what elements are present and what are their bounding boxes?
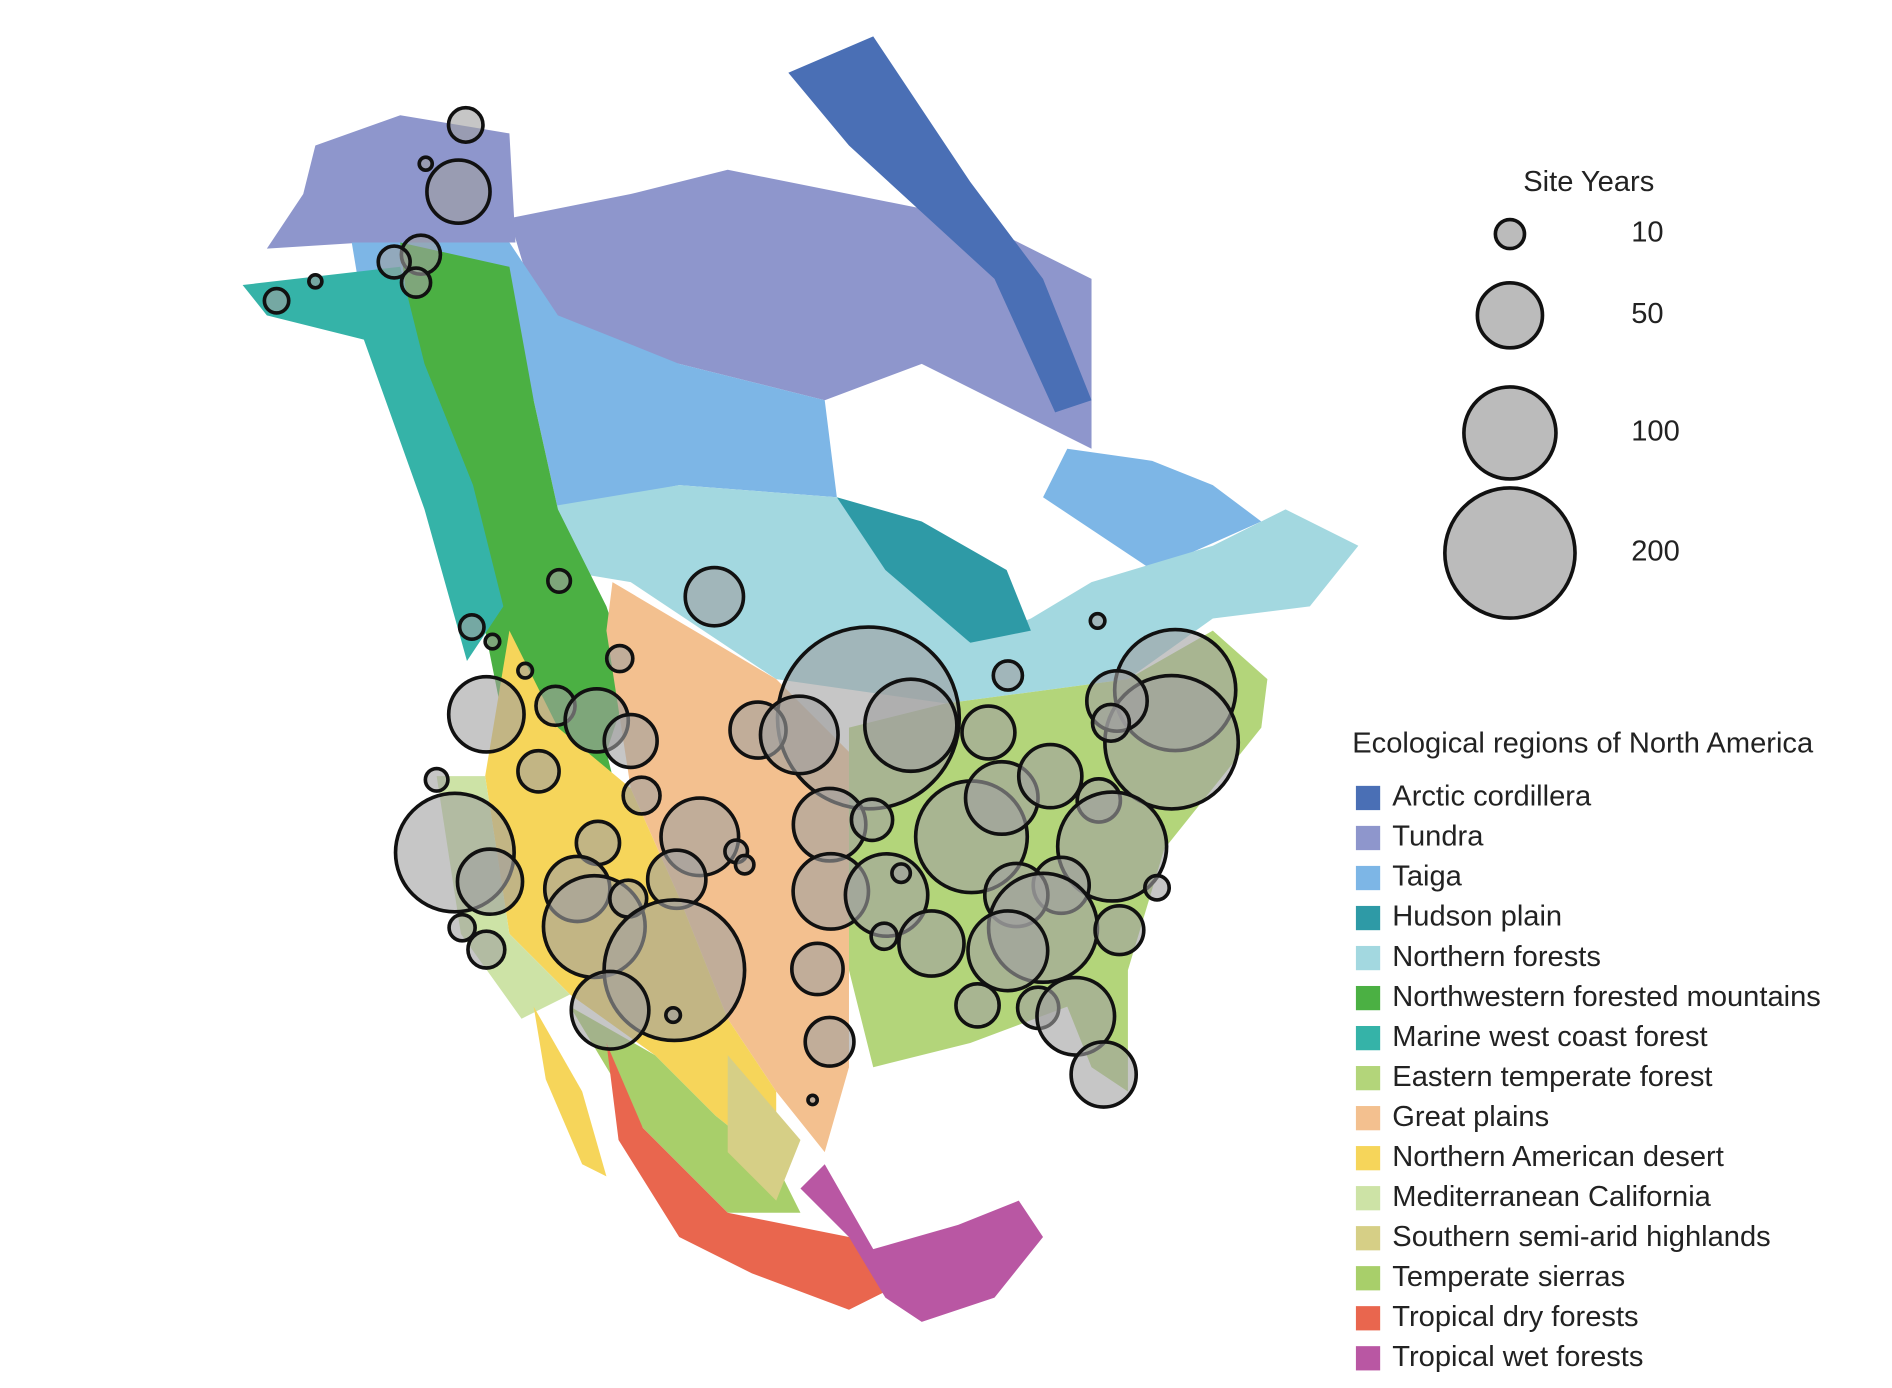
legend-swatch <box>1355 1146 1381 1171</box>
region <box>727 1055 801 1201</box>
size-legend-circle <box>1443 486 1577 620</box>
site-bubble <box>790 941 845 997</box>
region <box>509 169 1092 449</box>
site-bubble <box>569 969 651 1051</box>
site-bubble <box>447 912 477 943</box>
legend-swatch <box>1355 825 1381 851</box>
site-bubble <box>1090 702 1132 744</box>
legend-swatch <box>1355 905 1381 931</box>
region <box>788 36 1092 413</box>
site-bubble <box>516 748 561 794</box>
site-bubble <box>683 565 746 628</box>
site-bubble <box>897 909 966 978</box>
site-bubble <box>664 1005 683 1025</box>
legend-label: Eastern temperate forest <box>1392 1061 1712 1093</box>
site-bubble <box>803 1015 856 1068</box>
size-legend-label: 50 <box>1631 298 1663 330</box>
legend-swatch <box>1355 1306 1381 1331</box>
site-layer <box>262 105 1241 1109</box>
site-bubble <box>455 847 525 917</box>
site-bubble <box>1143 873 1172 902</box>
legend-label: Marine west coast forest <box>1392 1021 1707 1053</box>
legend-label: Southern semi-arid highlands <box>1392 1221 1770 1253</box>
site-bubble <box>457 612 486 641</box>
site-bubble <box>376 244 412 280</box>
site-bubble <box>869 921 899 952</box>
region-legend-title: Ecological regions of North America <box>1352 727 1814 759</box>
site-bubble <box>483 632 502 651</box>
region <box>400 242 680 946</box>
site-bubble <box>849 797 895 843</box>
legend-label: Northern forests <box>1392 941 1601 973</box>
size-legend-circle <box>1462 385 1558 481</box>
site-bubble <box>758 694 840 776</box>
site-bubble <box>446 674 526 754</box>
site-bubble <box>862 677 959 774</box>
site-bubble <box>1088 611 1107 631</box>
legend-label: Tundra <box>1392 821 1484 853</box>
legend-label: Arctic cordillera <box>1392 781 1592 813</box>
size-legend-title: Site Years <box>1523 166 1654 198</box>
legend-swatch <box>1355 1266 1381 1291</box>
legend-swatch <box>1355 1226 1381 1251</box>
legend-swatch <box>1355 1025 1381 1051</box>
site-bubble <box>546 567 573 595</box>
size-legend-label: 200 <box>1631 536 1680 568</box>
site-bubble <box>446 105 485 144</box>
site-bubble <box>991 659 1025 692</box>
legend-swatch <box>1355 985 1381 1011</box>
hudson-bay <box>836 375 1031 534</box>
site-bubble <box>399 266 433 299</box>
site-bubble <box>1093 904 1146 957</box>
legend-swatch <box>1355 1346 1381 1371</box>
region <box>836 497 1031 643</box>
legend: 10 50 100 200 Arctic cordillera Tundra Taiga Hu… <box>1355 217 1821 1373</box>
legend-label: Northern American desert <box>1392 1141 1724 1173</box>
legend-label: Mediterranean California <box>1392 1181 1711 1213</box>
region <box>606 1042 898 1310</box>
legend-swatch <box>1355 1186 1381 1211</box>
legend-label: Tropical wet forests <box>1392 1341 1643 1373</box>
site-bubble <box>954 981 1001 1029</box>
site-bubble <box>1016 742 1084 810</box>
site-bubble <box>602 712 659 770</box>
site-bubble <box>733 853 756 876</box>
size-legend-circle <box>1475 280 1545 350</box>
site-bubble <box>425 158 492 225</box>
site-bubble <box>516 661 535 680</box>
site-bubble <box>262 286 291 315</box>
legend-label: Temperate sierras <box>1392 1261 1625 1293</box>
legend-swatch <box>1355 945 1381 971</box>
site-bubble <box>466 929 507 970</box>
size-legend-circle <box>1493 217 1527 251</box>
legend-label: Great plains <box>1392 1101 1549 1133</box>
legend-label: Northwestern forested mountains <box>1392 981 1821 1013</box>
legend-swatch <box>1355 785 1381 811</box>
legend-swatch <box>1355 1106 1381 1131</box>
site-bubble <box>604 643 635 674</box>
site-bubble <box>621 775 662 816</box>
legend-swatch <box>1355 865 1381 891</box>
site-bubble <box>966 909 1050 993</box>
site-bubble <box>960 704 1017 761</box>
legend-label: Tropical dry forests <box>1392 1301 1638 1333</box>
legend-label: Taiga <box>1392 861 1462 893</box>
region <box>533 1006 607 1177</box>
size-legend-label: 100 <box>1631 416 1680 448</box>
size-legend-label: 10 <box>1631 217 1663 249</box>
region <box>800 1164 1044 1322</box>
site-bubble <box>307 273 324 290</box>
legend-swatch <box>1355 1066 1381 1091</box>
legend-label: Hudson plain <box>1392 901 1562 933</box>
region <box>1043 448 1262 570</box>
site-bubble <box>1069 1040 1139 1109</box>
site-bubble <box>890 862 913 885</box>
site-bubble <box>417 155 435 173</box>
site-bubble <box>423 766 450 793</box>
site-bubble <box>806 1093 820 1107</box>
